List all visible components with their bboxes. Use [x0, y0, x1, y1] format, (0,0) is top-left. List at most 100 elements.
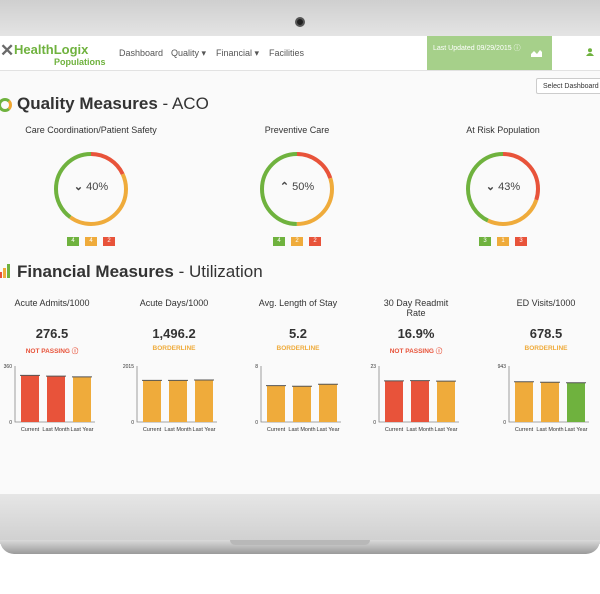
metric-label: Acute Admits/1000 [14, 298, 90, 308]
gauge-segment [54, 152, 128, 226]
metric-status: BORDERLINE [152, 345, 196, 352]
metric-value: 16.9% [397, 326, 435, 341]
nav-facilities[interactable]: Facilities [269, 48, 305, 58]
gauge-segment [260, 152, 334, 226]
financial-section-title: Financial Measures - Utilization [17, 262, 263, 282]
quality-ring-icon [0, 98, 12, 112]
gauge-segment [466, 152, 540, 226]
utilization-bar-chart[interactable]: 8 0 Current Last Month Last Year [243, 360, 343, 440]
donut-gauge[interactable]: ⌃ 50% [257, 149, 337, 229]
metric-status: BORDERLINE [276, 345, 320, 352]
utilization-bar-chart[interactable]: 360 0 Current Last Month Last Year [0, 360, 97, 440]
donut-gauge[interactable]: ⌄ 43% [463, 149, 543, 229]
person-icon [586, 48, 594, 56]
gauge-value: ⌃ 50% [257, 180, 337, 193]
bar-last-year[interactable] [437, 381, 455, 422]
x-tick-label: Last Year [193, 427, 216, 433]
y-max-label: 8 [255, 364, 258, 370]
metric-status: BORDERLINE [524, 345, 568, 352]
gauge-value: ⌄ 40% [51, 180, 131, 193]
bar-current[interactable] [515, 381, 533, 422]
chart-axis [508, 366, 589, 423]
metric-label: Avg. Length of Stay [258, 298, 338, 308]
chart-axis [136, 366, 217, 423]
x-tick-label: Last Month [288, 427, 315, 433]
metric-value: 1,496.2 [152, 326, 196, 341]
utilization-bar-chart[interactable]: 23 0 Current Last Month Last Year [361, 360, 461, 440]
gauge-percent: 50% [292, 181, 315, 193]
count-badge[interactable]: 4 [273, 237, 285, 246]
x-tick-label: Last Year [71, 427, 94, 433]
count-badge[interactable]: 4 [85, 237, 97, 246]
financial-title-bold: Financial Measures [17, 262, 174, 281]
laptop-bezel-top [0, 0, 600, 36]
nav-dashboard[interactable]: Dashboard [119, 48, 164, 58]
bar-last-month[interactable] [47, 376, 65, 422]
gauge-percent: 40% [86, 181, 109, 193]
financial-bars-icon [0, 264, 13, 278]
x-tick-label: Current [385, 427, 404, 433]
x-tick-label: Current [21, 427, 40, 433]
metric-value: 678.5 [529, 326, 563, 341]
laptop-base-notch [230, 540, 370, 545]
x-tick-label: Current [267, 427, 286, 433]
app-logo[interactable]: ✕ HealthLogix Populations [0, 40, 110, 68]
nav-quality[interactable]: Quality ▾ [171, 48, 207, 58]
bar-last-year[interactable] [319, 384, 337, 422]
logo-name: HealthLogix [14, 42, 89, 57]
bar-current[interactable] [21, 375, 39, 422]
count-badge[interactable]: 3 [479, 237, 491, 246]
y-max-label: 23 [370, 364, 376, 370]
bar-last-year[interactable] [73, 376, 91, 422]
select-dashboard-dropdown[interactable]: Select Dashboard ▾ [536, 78, 600, 94]
y-max-label: 943 [498, 364, 507, 370]
bar-last-month[interactable] [169, 380, 187, 422]
count-badge[interactable]: 2 [103, 237, 115, 246]
last-updated-panel: Last Updated 09/29/2015 ⓘ [427, 36, 552, 70]
quality-section-title: Quality Measures - ACO [17, 94, 209, 114]
y-min-label: 0 [503, 420, 506, 426]
count-badge[interactable]: 2 [309, 237, 321, 246]
bar-current[interactable] [143, 380, 161, 422]
bar-current[interactable] [385, 380, 403, 422]
x-tick-label: Current [143, 427, 162, 433]
count-badge[interactable]: 1 [497, 237, 509, 246]
chevron-up-icon: ⌃ [279, 181, 293, 193]
top-navbar: ✕ HealthLogix Populations Dashboard Qual… [0, 36, 600, 71]
logo-subtitle: Populations [54, 57, 106, 67]
app-screen: ✕ HealthLogix Populations Dashboard Qual… [0, 36, 600, 494]
bar-last-month[interactable] [411, 380, 429, 422]
bar-last-year[interactable] [195, 380, 213, 422]
gauge-label: Preventive Care [264, 125, 330, 135]
quality-title-suffix: - ACO [157, 94, 209, 113]
utilization-bar-chart[interactable]: 943 0 Current Last Month Last Year [491, 360, 591, 440]
y-min-label: 0 [255, 420, 258, 426]
nav-financial[interactable]: Financial ▾ [216, 48, 260, 58]
logo-x-icon: ✕ [0, 41, 15, 60]
bar-last-year[interactable] [567, 382, 585, 422]
camera-icon [295, 17, 305, 27]
metric-status: NOT PASSING ⓘ [389, 348, 443, 355]
y-min-label: 0 [9, 420, 12, 426]
laptop-bezel-bottom [0, 494, 600, 544]
count-badge[interactable]: 2 [291, 237, 303, 246]
gauge-segment [260, 152, 334, 226]
chart-axis [260, 366, 341, 423]
x-tick-label: Last Month [164, 427, 191, 433]
x-tick-label: Last Year [435, 427, 458, 433]
bar-last-month[interactable] [293, 386, 311, 422]
bar-current[interactable] [267, 385, 285, 422]
gauge-label: At Risk Population [466, 125, 540, 135]
bar-last-month[interactable] [541, 382, 559, 422]
gauge-segment [466, 152, 540, 226]
count-badge[interactable]: 4 [67, 237, 79, 246]
utilization-bar-chart[interactable]: 2015 0 Current Last Month Last Year [119, 360, 219, 440]
chart-axis [14, 366, 95, 423]
user-menu[interactable] [586, 48, 594, 58]
area-chart-icon[interactable] [531, 49, 542, 57]
metric-label: ED Visits/1000 [516, 298, 576, 308]
donut-gauge[interactable]: ⌄ 40% [51, 149, 131, 229]
x-tick-label: Current [515, 427, 534, 433]
gauge-percent: 43% [498, 181, 521, 193]
count-badge[interactable]: 3 [515, 237, 527, 246]
